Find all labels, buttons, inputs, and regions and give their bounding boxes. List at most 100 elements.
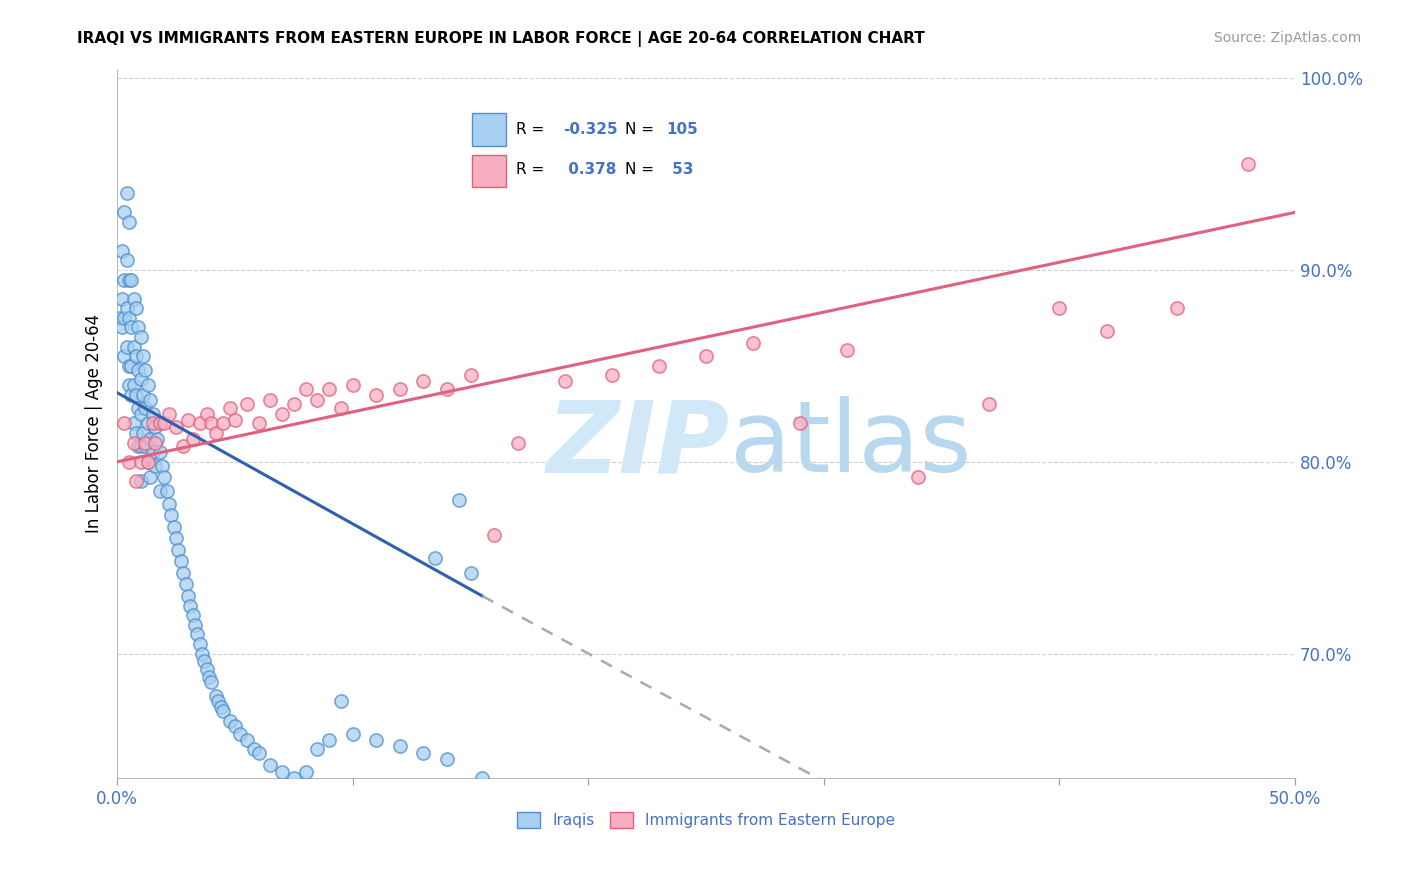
Legend: Iraqis, Immigrants from Eastern Europe: Iraqis, Immigrants from Eastern Europe xyxy=(512,806,901,834)
Point xyxy=(388,739,411,753)
Point xyxy=(224,412,246,426)
Point xyxy=(188,417,211,431)
Point xyxy=(271,407,294,421)
Point xyxy=(122,417,145,431)
Point xyxy=(149,445,172,459)
Point xyxy=(177,412,200,426)
Point xyxy=(139,470,162,484)
Point xyxy=(907,470,929,484)
Point xyxy=(600,368,623,383)
Point xyxy=(259,757,281,772)
Point xyxy=(294,765,316,780)
Point xyxy=(460,566,482,580)
Point xyxy=(191,647,214,661)
Point xyxy=(181,608,204,623)
Point xyxy=(172,566,194,580)
Point xyxy=(134,435,156,450)
Point xyxy=(122,340,145,354)
Point xyxy=(115,301,138,316)
Point xyxy=(307,742,329,756)
Point xyxy=(247,417,270,431)
Point xyxy=(139,393,162,408)
Point xyxy=(167,543,190,558)
Point xyxy=(146,432,169,446)
Point xyxy=(412,374,434,388)
Point xyxy=(141,417,163,431)
Point xyxy=(118,215,141,229)
Point xyxy=(170,554,193,568)
Point xyxy=(648,359,671,373)
Point xyxy=(129,474,152,488)
Point xyxy=(132,387,155,401)
Point xyxy=(425,550,447,565)
Point xyxy=(193,654,215,668)
Point xyxy=(132,425,155,440)
Point xyxy=(219,401,242,415)
Point xyxy=(115,253,138,268)
Point xyxy=(228,727,250,741)
Text: atlas: atlas xyxy=(730,396,972,493)
Point xyxy=(184,617,207,632)
Point xyxy=(330,694,353,708)
Point xyxy=(136,417,159,431)
Point xyxy=(111,244,134,258)
Point xyxy=(198,669,221,683)
Point xyxy=(195,662,218,676)
Point xyxy=(195,407,218,421)
Point xyxy=(153,417,176,431)
Point xyxy=(436,382,458,396)
Point xyxy=(200,675,222,690)
Point xyxy=(165,420,187,434)
Point xyxy=(471,771,494,785)
Point xyxy=(129,455,152,469)
Point xyxy=(224,719,246,733)
Point xyxy=(219,714,242,728)
Point xyxy=(149,417,172,431)
Point xyxy=(366,387,388,401)
Point xyxy=(153,470,176,484)
Point xyxy=(160,508,183,523)
Point xyxy=(271,765,294,780)
Point xyxy=(482,527,505,541)
Point xyxy=(118,455,141,469)
Point xyxy=(129,372,152,386)
Point xyxy=(125,425,148,440)
Point xyxy=(436,752,458,766)
Point xyxy=(127,439,149,453)
Point xyxy=(205,689,228,703)
Point xyxy=(388,382,411,396)
Point xyxy=(112,417,135,431)
Point xyxy=(172,439,194,453)
Point xyxy=(205,425,228,440)
Point xyxy=(318,732,340,747)
Point xyxy=(695,349,717,363)
Point xyxy=(1166,301,1188,316)
Point xyxy=(837,343,859,358)
Text: ZIP: ZIP xyxy=(547,396,730,493)
Point xyxy=(235,397,257,411)
Point xyxy=(163,520,186,534)
Point xyxy=(789,417,811,431)
Point xyxy=(149,483,172,498)
Point xyxy=(118,378,141,392)
Point xyxy=(120,387,142,401)
Point xyxy=(247,746,270,760)
Point xyxy=(115,186,138,201)
Point xyxy=(118,272,141,286)
Point xyxy=(181,432,204,446)
Point xyxy=(127,401,149,415)
Point xyxy=(342,378,364,392)
Point xyxy=(112,310,135,325)
Point xyxy=(108,310,131,325)
Point xyxy=(125,301,148,316)
Point xyxy=(127,362,149,376)
Point xyxy=(125,387,148,401)
Point xyxy=(134,401,156,415)
Text: IRAQI VS IMMIGRANTS FROM EASTERN EUROPE IN LABOR FORCE | AGE 20-64 CORRELATION C: IRAQI VS IMMIGRANTS FROM EASTERN EUROPE … xyxy=(77,31,925,47)
Point xyxy=(200,417,222,431)
Point xyxy=(283,397,305,411)
Point xyxy=(1095,324,1118,338)
Point xyxy=(111,292,134,306)
Point xyxy=(143,458,166,473)
Point xyxy=(294,382,316,396)
